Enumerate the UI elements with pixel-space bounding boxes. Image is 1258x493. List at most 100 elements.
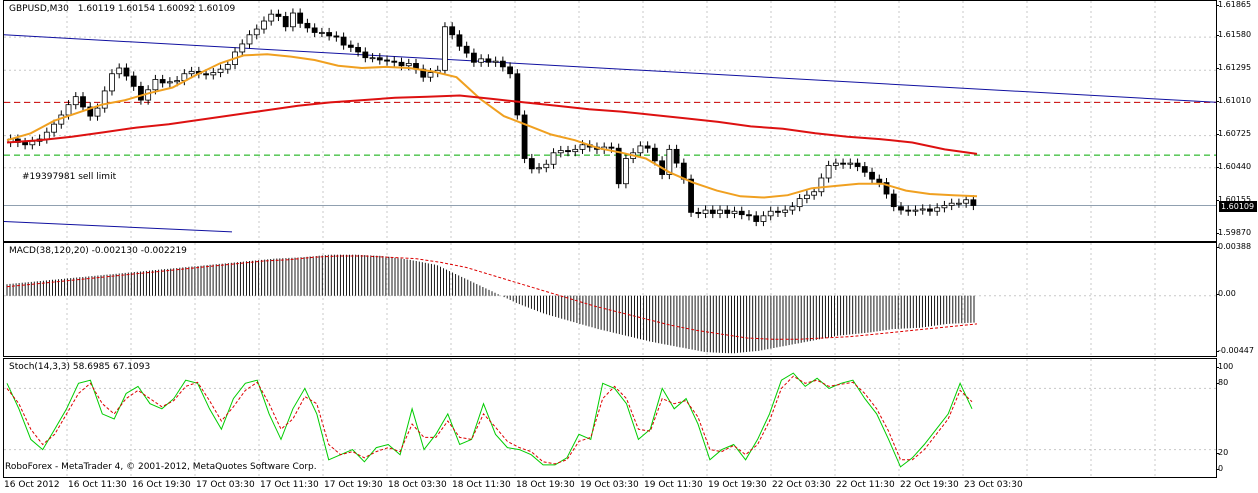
candle-body — [565, 150, 571, 153]
price-tick: 1.61010 — [1216, 96, 1258, 106]
candle-body — [623, 158, 629, 185]
candle-body — [927, 208, 933, 212]
candle-body — [391, 60, 398, 63]
candle-body — [651, 147, 658, 162]
candle-body — [355, 46, 361, 53]
candle-body — [579, 144, 586, 150]
candle-body — [840, 162, 846, 165]
candle-body — [239, 43, 246, 53]
candle-body — [290, 12, 296, 28]
candle-body — [528, 158, 535, 170]
macd-plot-area[interactable]: MACD(38,120,20) -0.002130 -0.002219 — [3, 242, 1217, 357]
candle-body — [702, 209, 709, 214]
macd-pane[interactable]: MACD(38,120,20) -0.002130 -0.002219 0.00… — [0, 242, 1258, 357]
time-axis-label: 22 Oct 03:30 — [772, 480, 831, 490]
time-axis-label: 23 Oct 03:30 — [964, 480, 1023, 490]
candle-body — [543, 163, 550, 169]
stochastic-chart — [4, 359, 1216, 477]
stoch-signal-line — [6, 375, 973, 465]
candle-body — [847, 162, 854, 165]
candle-body — [869, 171, 875, 180]
candle-body — [340, 36, 347, 46]
time-axis-label: 19 Oct 11:30 — [644, 480, 703, 490]
macd-tick: 0.00388 — [1216, 242, 1258, 252]
price-tick: 1.61295 — [1216, 63, 1258, 73]
candle-body — [485, 58, 492, 63]
stochastic-plot-area[interactable]: Stoch(14,3,3) 58.6985 67.1093 — [3, 358, 1217, 478]
main-chart-pane[interactable]: GBPUSD,M30 1.60119 1.60154 1.60092 1.601… — [0, 0, 1258, 242]
stoch-tick: 0 — [1216, 464, 1258, 474]
candle-body — [550, 152, 557, 165]
main-chart-header: GBPUSD,M30 1.60119 1.60154 1.60092 1.601… — [9, 4, 235, 14]
candle-body — [753, 215, 760, 222]
candle-body — [782, 209, 789, 213]
candle-body — [963, 199, 970, 204]
candle-body — [876, 178, 883, 183]
candle-body — [507, 66, 513, 75]
candle-body — [362, 51, 369, 59]
candle-body — [261, 20, 267, 30]
stochastic-axis[interactable]: 100 80 20 0 — [1216, 358, 1258, 478]
time-axis[interactable]: 16 Oct 2012 16 Oct 11:30 16 Oct 19:30 17 Oc… — [0, 478, 1258, 493]
symbol-label: GBPUSD,M30 — [9, 4, 69, 14]
time-axis-label: 19 Oct 19:30 — [708, 480, 767, 490]
candle-body — [832, 162, 839, 166]
price-chart — [4, 1, 1216, 241]
time-axis-label: 18 Oct 03:30 — [388, 480, 447, 490]
candle-body — [818, 177, 825, 193]
stoch-tick: 100 — [1216, 362, 1258, 372]
candle-body — [347, 44, 354, 48]
price-axis[interactable]: 1.61865 1.61580 1.61295 1.61010 1.60725 … — [1216, 0, 1258, 242]
candle-body — [43, 131, 50, 140]
time-axis-label: 17 Oct 19:30 — [324, 480, 383, 490]
time-axis-label: 17 Oct 11:30 — [260, 480, 319, 490]
time-axis-label: 22 Oct 19:30 — [900, 480, 959, 490]
candle-body — [101, 90, 108, 109]
candle-body — [210, 72, 217, 76]
candle-body — [22, 142, 28, 146]
time-axis-label: 19 Oct 03:30 — [580, 480, 639, 490]
price-tick: 1.60725 — [1216, 129, 1258, 139]
stoch-main-line — [6, 372, 973, 468]
candle-body — [318, 32, 325, 34]
candle-body — [130, 75, 137, 87]
time-axis-label: 16 Oct 2012 — [4, 480, 60, 490]
candle-body — [442, 26, 448, 71]
candle-body — [673, 148, 680, 164]
quote-label: 1.60119 1.60154 1.60092 1.60109 — [77, 4, 236, 14]
copyright-label: RoboForex - MetaTrader 4, © 2001-2012, M… — [5, 462, 317, 472]
stochastic-pane[interactable]: Stoch(14,3,3) 58.6985 67.1093 100 80 20 … — [0, 358, 1258, 478]
candle-body — [123, 67, 130, 77]
candle-body — [405, 63, 412, 67]
candle-body — [861, 166, 868, 173]
macd-signal-line — [6, 255, 978, 340]
current-price-tag: 1.60109 — [1219, 201, 1257, 212]
candle-body — [65, 104, 72, 116]
time-axis-label: 16 Oct 11:30 — [68, 480, 127, 490]
candle-body — [514, 73, 521, 116]
candle-body — [854, 162, 861, 167]
candle-body — [152, 79, 159, 91]
candle-body — [463, 45, 470, 54]
candle-body — [615, 147, 622, 185]
time-axis-label: 16 Oct 19:30 — [132, 480, 191, 490]
candle-body — [883, 182, 890, 195]
ma-slow-line — [6, 94, 978, 155]
candle-body — [970, 199, 977, 206]
candle-body — [717, 209, 723, 214]
candle-body — [746, 214, 752, 217]
trendline-lower — [4, 221, 233, 233]
macd-axis[interactable]: 0.00388 0.00 -0.00447 — [1216, 242, 1258, 357]
stochastic-header: Stoch(14,3,3) 58.6985 67.1093 — [9, 362, 151, 372]
candle-body — [912, 209, 919, 212]
macd-tick: 0.00 — [1216, 289, 1258, 299]
candle-body — [919, 208, 926, 211]
main-plot-area[interactable]: GBPUSD,M30 1.60119 1.60154 1.60092 1.601… — [3, 0, 1217, 242]
candle-body — [905, 209, 912, 212]
candle-body — [80, 96, 86, 108]
candle-body — [398, 61, 405, 67]
candle-body — [87, 106, 94, 117]
candle-body — [775, 210, 781, 213]
candle-body — [941, 205, 948, 209]
candle-body — [478, 58, 485, 63]
